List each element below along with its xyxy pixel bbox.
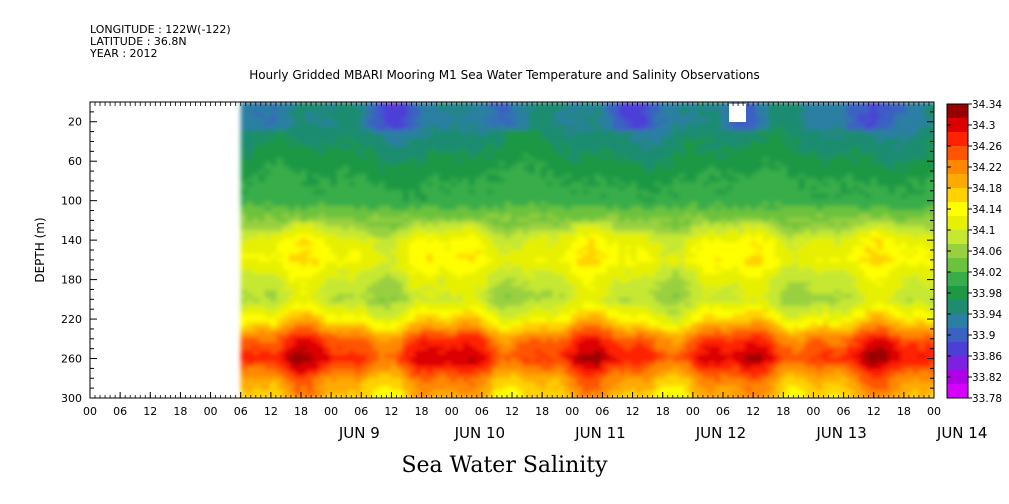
colorbar-label: 33.98 [972,288,1002,300]
y-tick-label: 220 [61,313,82,326]
x-hour-tick-label: 00 [565,405,579,418]
x-day-label: JUN 10 [454,424,505,442]
colorbar-swatch [947,384,968,399]
x-hour-tick-label: 12 [264,405,278,418]
colorbar-label: 33.82 [972,372,1002,384]
x-axis-title: Sea Water Salinity [401,453,608,478]
colorbar-swatch [947,286,968,301]
colorbar-swatch [947,244,968,259]
x-hour-tick-label: 00 [927,405,941,418]
colorbar-swatch [947,356,968,371]
year-label: YEAR : 2012 [90,47,158,60]
x-hour-tick-label: 06 [113,405,127,418]
y-axis: 20 60 100 140 180 220 260 300 [61,111,934,405]
colorbar-swatch [947,258,968,273]
colorbar-swatch [947,300,968,315]
colorbar-label: 33.9 [972,330,995,342]
y-tick-label: 20 [68,116,82,129]
x-axis: 00 06 12 18 00 06 12 18 00 06 12 18 00 06 12 18 00 06 12 18… [83,102,987,442]
y-tick-label: 60 [68,155,82,168]
colorbar-swatch [947,230,968,245]
salinity-field [240,102,934,398]
x-hour-tick-label: 12 [746,405,760,418]
x-hour-tick-label: 06 [234,405,248,418]
colorbar-label: 34.1 [972,225,995,237]
x-hour-tick-label: 00 [83,405,97,418]
x-day-label: JUN 14 [936,424,987,442]
x-hour-tick-label: 06 [595,405,609,418]
x-hour-tick-label: 06 [837,405,851,418]
x-hour-tick-label: 18 [173,405,187,418]
colorbar-label: 33.86 [972,351,1002,363]
colorbar-label: 33.78 [972,393,1002,405]
colorbar-swatch [947,342,968,357]
longitude-label: LONGITUDE : 122W(-122) [90,23,231,36]
x-day-label: JUN 11 [574,424,625,442]
colorbar-swatch [947,328,968,343]
x-hour-tick-label: 18 [776,405,790,418]
x-hour-tick-label: 18 [535,405,549,418]
y-tick-label: 180 [61,274,82,287]
colorbar-label: 34.02 [972,267,1002,279]
colorbar-swatch [947,188,968,203]
y-tick-label: 100 [61,195,82,208]
x-hour-tick-label: 18 [656,405,670,418]
x-hour-tick-label: 06 [475,405,489,418]
latitude-label: LATITUDE : 36.8N [90,35,187,48]
x-hour-tick-label: 00 [204,405,218,418]
colorbar-swatch [947,174,968,189]
x-hour-tick-label: 12 [626,405,640,418]
x-hour-tick-label: 06 [354,405,368,418]
colorbar-label: 33.94 [972,309,1002,321]
colorbar-swatch [947,202,968,217]
x-day-label: JUN 13 [815,424,866,442]
x-hour-tick-label: 12 [505,405,519,418]
colorbar-swatch [947,132,968,147]
x-day-label: JUN 9 [338,424,380,442]
y-tick-label: 140 [61,234,82,247]
x-hour-tick-label: 18 [415,405,429,418]
y-tick-label: 260 [61,353,82,366]
colorbar-label: 34.34 [972,99,1002,111]
colorbar-label: 34.06 [972,246,1002,258]
colorbar-label: 34.22 [972,162,1002,174]
colorbar: 34.34 34.3 34.26 34.22 34.18 34.14 34.1 34.06 34… [946,99,1002,405]
colorbar-swatch [947,272,968,287]
x-hour-tick-label: 00 [806,405,820,418]
colorbar-swatch [947,216,968,231]
x-hour-tick-label: 12 [143,405,157,418]
x-hour-tick-label: 12 [867,405,881,418]
x-hour-tick-label: 00 [686,405,700,418]
x-hour-tick-label: 00 [324,405,338,418]
colorbar-label: 34.26 [972,141,1002,153]
x-day-label: JUN 12 [695,424,746,442]
x-hour-tick-label: 18 [897,405,911,418]
colorbar-label: 34.3 [972,120,995,132]
colorbar-swatch [947,146,968,161]
colorbar-swatch [947,160,968,175]
x-hour-tick-label: 18 [294,405,308,418]
x-hour-tick-label: 12 [384,405,398,418]
colorbar-swatch [947,118,968,133]
colorbar-label: 34.18 [972,183,1002,195]
y-tick-label: 300 [61,392,82,405]
x-hour-tick-label: 06 [716,405,730,418]
colorbar-swatch [947,370,968,385]
x-hour-tick-label: 00 [445,405,459,418]
colorbar-swatch [947,314,968,329]
chart-title: Hourly Gridded MBARI Mooring M1 Sea Wate… [249,68,760,82]
colorbar-swatch [947,104,968,119]
y-axis-label: DEPTH (m) [33,217,47,282]
colorbar-label: 34.14 [972,204,1002,216]
